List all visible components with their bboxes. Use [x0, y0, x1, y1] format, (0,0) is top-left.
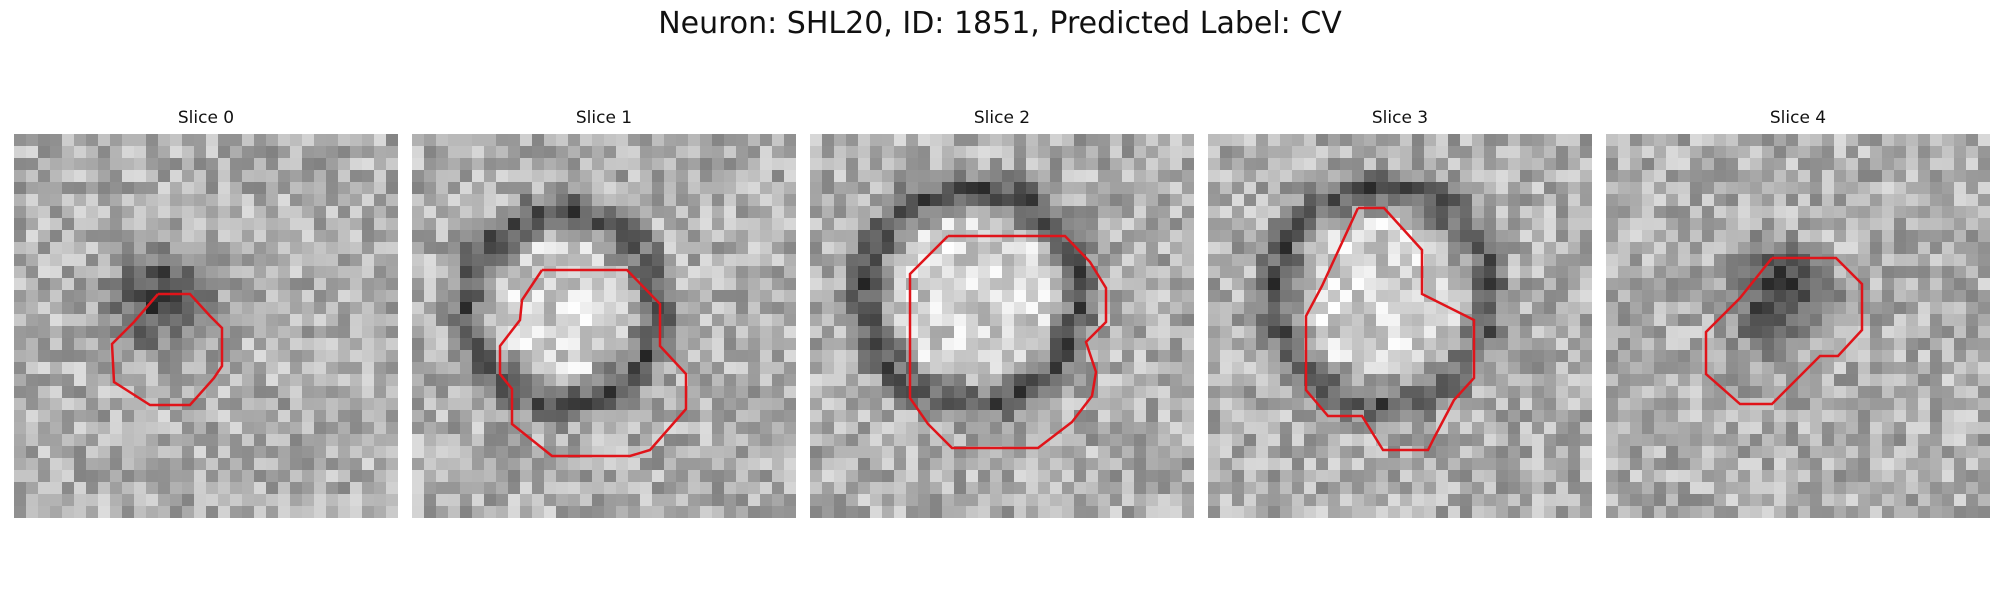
- slice-image-2: [810, 134, 1194, 518]
- contour-outline-0: [110, 292, 224, 407]
- slice-image-3: [1208, 134, 1592, 518]
- contour-outline-1: [498, 268, 688, 458]
- contour-outline-2: [908, 234, 1108, 450]
- slice-image-1: [412, 134, 796, 518]
- contour-outline-4: [1704, 256, 1864, 406]
- slice-panel-2: Slice 2: [810, 108, 1194, 518]
- slice-title-1: Slice 1: [575, 108, 633, 128]
- slice-panel-4: Slice 4: [1606, 108, 1990, 518]
- slice-title-2: Slice 2: [973, 108, 1031, 128]
- slice-panel-3: Slice 3: [1208, 108, 1592, 518]
- slice-title-0: Slice 0: [177, 108, 235, 128]
- slice-title-3: Slice 3: [1371, 108, 1429, 128]
- slice-image-0: [14, 134, 398, 518]
- slice-title-4: Slice 4: [1769, 108, 1827, 128]
- figure-title: Neuron: SHL20, ID: 1851, Predicted Label…: [658, 6, 1342, 41]
- contour-outline-3: [1304, 206, 1476, 452]
- slice-image-4: [1606, 134, 1990, 518]
- slice-panel-0: Slice 0: [14, 108, 398, 518]
- slice-panel-1: Slice 1: [412, 108, 796, 518]
